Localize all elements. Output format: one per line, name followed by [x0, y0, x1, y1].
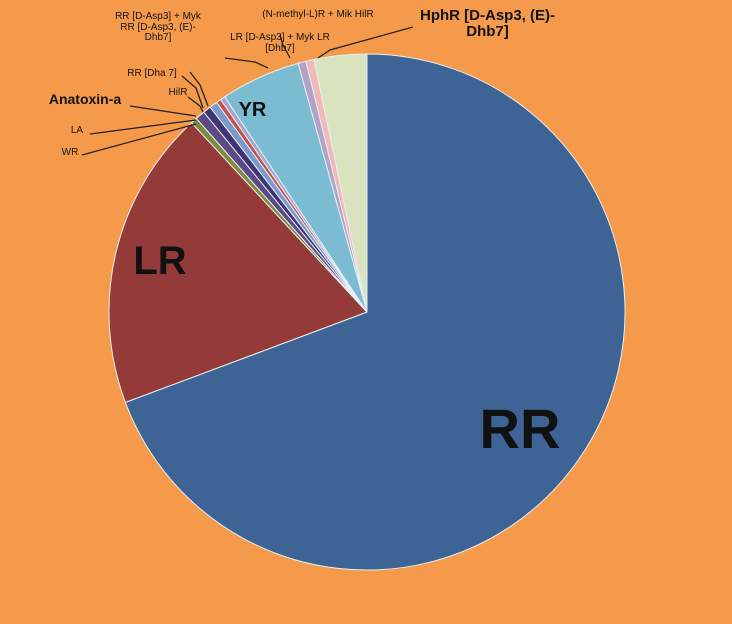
- pie-slice: [108, 122, 368, 404]
- slice-label: LA: [70, 125, 84, 136]
- leader-line: [181, 75, 204, 109]
- slice-label: WR: [61, 147, 79, 158]
- leader-line: [129, 105, 197, 117]
- slice-label: LR [D-Asp3] + Myk LR [Dhb7]: [230, 32, 330, 54]
- slice-label: (N-methyl-L)R + Mik HilR: [262, 9, 374, 20]
- leader-line: [187, 96, 204, 113]
- slice-label: HphR [D-Asp3, (E)-Dhb7]: [420, 7, 555, 40]
- slice-label: YR: [238, 99, 267, 121]
- slice-label: Anatoxin-a: [48, 91, 122, 107]
- pie-slice: [313, 53, 368, 313]
- leader-line: [317, 26, 414, 59]
- slice-label: RR: [479, 397, 561, 460]
- leader-line: [89, 119, 197, 135]
- leader-line: [189, 71, 209, 107]
- slice-label: RR [D-Asp3] + Myk RR [D-Asp3, (E)-Dhb7]: [115, 11, 201, 43]
- leader-line: [224, 57, 269, 69]
- leader-lines: [81, 26, 414, 156]
- slice-label: HilR: [168, 87, 188, 98]
- slice-label: LR: [133, 239, 187, 283]
- leader-line: [81, 123, 197, 156]
- leader-line: [279, 34, 291, 59]
- pie-slice: [124, 53, 626, 571]
- slice-label: RR [Dha 7]: [127, 68, 177, 79]
